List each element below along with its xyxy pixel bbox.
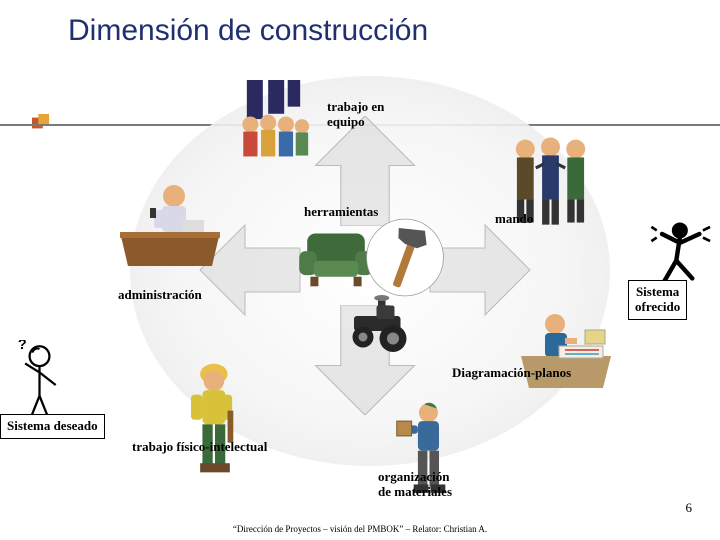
label-tools: herramientas <box>304 205 378 220</box>
tractor-icon <box>338 295 418 355</box>
admin-desk-icon <box>120 180 220 270</box>
planner-desk-icon <box>515 310 615 395</box>
label-diagram-plans: Diagramación-planos <box>452 366 571 381</box>
footer-text: “Dirección de Proyectos – visión del PMB… <box>0 524 720 534</box>
label-materials: organización de materiales <box>378 470 452 500</box>
svg-text:?: ? <box>18 340 27 353</box>
label-physical-work: trabajo físico-intelectual <box>132 440 267 455</box>
box-system-offered: Sistema ofrecido <box>628 280 687 320</box>
box-system-desired: Sistema deseado <box>0 414 105 439</box>
label-command: mando <box>495 212 533 227</box>
team-people-icon <box>226 80 321 160</box>
diagram-canvas: ? <box>60 70 660 500</box>
label-admin: administración <box>118 288 202 303</box>
page-title: Dimensión de construcción <box>68 14 428 48</box>
worker-icon <box>175 360 255 475</box>
armchair-icon <box>296 225 376 290</box>
page-number: 6 <box>686 500 693 516</box>
accent-bullet-icon <box>32 114 50 132</box>
label-team: trabajo en equipo <box>327 100 384 130</box>
hammer-icon <box>365 215 445 300</box>
